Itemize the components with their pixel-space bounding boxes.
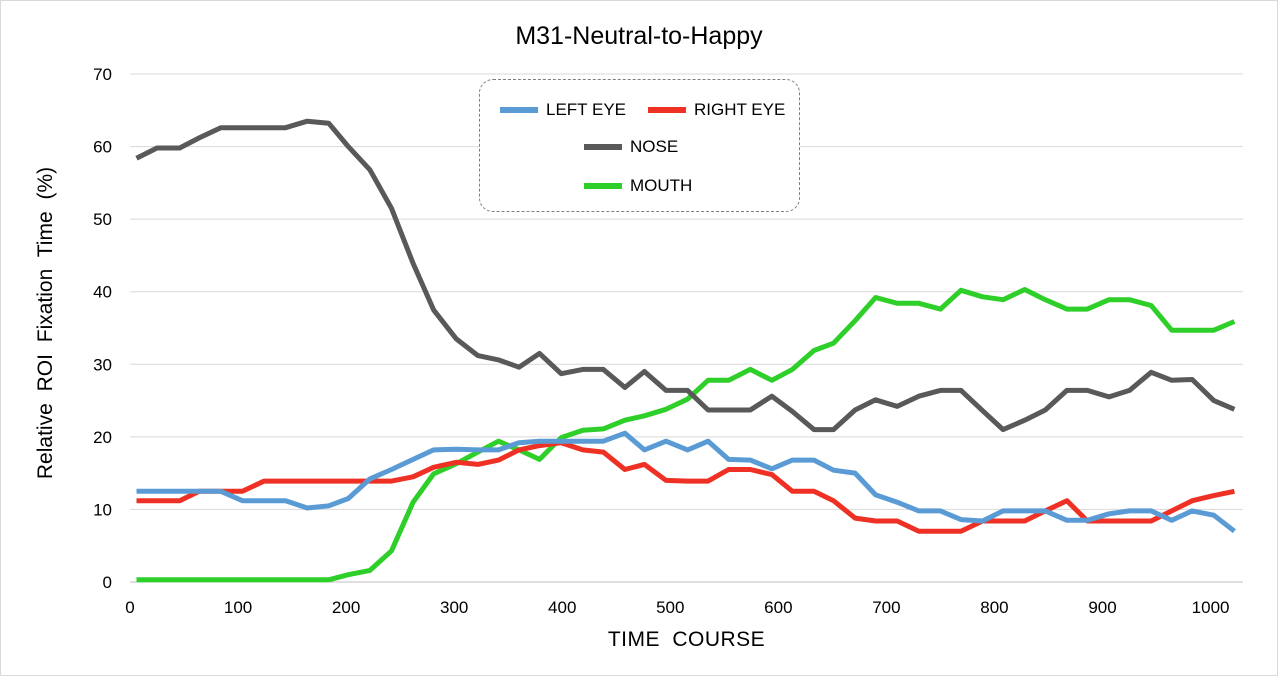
legend-item-right-eye: RIGHT EYE: [648, 100, 785, 120]
series-line-nose: [135, 118, 1236, 433]
series-lines: [135, 118, 1236, 583]
x-tick-label: 800: [980, 598, 1008, 617]
series-line-mouth: [136, 287, 1236, 583]
x-axis-label: TIME COURSE: [607, 628, 766, 651]
x-tick-label: 300: [440, 598, 468, 617]
y-tick-label: 0: [103, 573, 112, 592]
x-tick-label: 700: [872, 598, 900, 617]
legend-label-nose: NOSE: [630, 137, 679, 156]
x-tick-label: 200: [332, 598, 360, 617]
x-tick-label: 400: [548, 598, 576, 617]
legend-swatch-left-eye: [500, 107, 538, 113]
y-tick-label: 30: [93, 355, 112, 374]
y-tick-label: 20: [93, 428, 112, 447]
y-tick-label: 70: [93, 65, 112, 84]
y-tick-label: 60: [93, 138, 112, 157]
y-tick-label: 10: [93, 500, 112, 519]
x-axis: 0 100 200 300 400 500 600 700 800 900 1000: [125, 581, 1243, 617]
legend: LEFT EYE RIGHT EYE NOSE MOUTH: [479, 79, 800, 212]
y-tick-label: 50: [93, 210, 112, 229]
series-line-right-eye: [136, 440, 1235, 534]
legend-swatch-right-eye: [648, 107, 686, 113]
legend-item-left-eye: LEFT EYE: [500, 100, 626, 120]
series-line-left-eye: [136, 430, 1236, 534]
chart-title: M31-Neutral-to-Happy: [515, 22, 763, 50]
legend-label-left-eye: LEFT EYE: [546, 100, 626, 119]
legend-label-right-eye: RIGHT EYE: [694, 100, 786, 119]
x-tick-label: 600: [764, 598, 792, 617]
x-tick-label: 500: [656, 598, 684, 617]
y-axis: 0 10 20 30 40 50 60 70: [93, 65, 112, 592]
y-tick-label: 40: [93, 283, 112, 302]
legend-swatch-nose: [584, 144, 622, 150]
legend-label-mouth: MOUTH: [630, 176, 693, 195]
legend-swatch-mouth: [584, 183, 622, 189]
x-tick-label: 100: [224, 598, 252, 617]
x-tick-label: 0: [125, 598, 134, 617]
x-tick-label: 1000: [1192, 598, 1230, 617]
legend-item-nose: NOSE: [584, 137, 678, 157]
legend-item-mouth: MOUTH: [584, 176, 692, 196]
y-axis-label: Relative ROI Fixation Time (%): [34, 166, 57, 480]
x-tick-label: 900: [1088, 598, 1116, 617]
